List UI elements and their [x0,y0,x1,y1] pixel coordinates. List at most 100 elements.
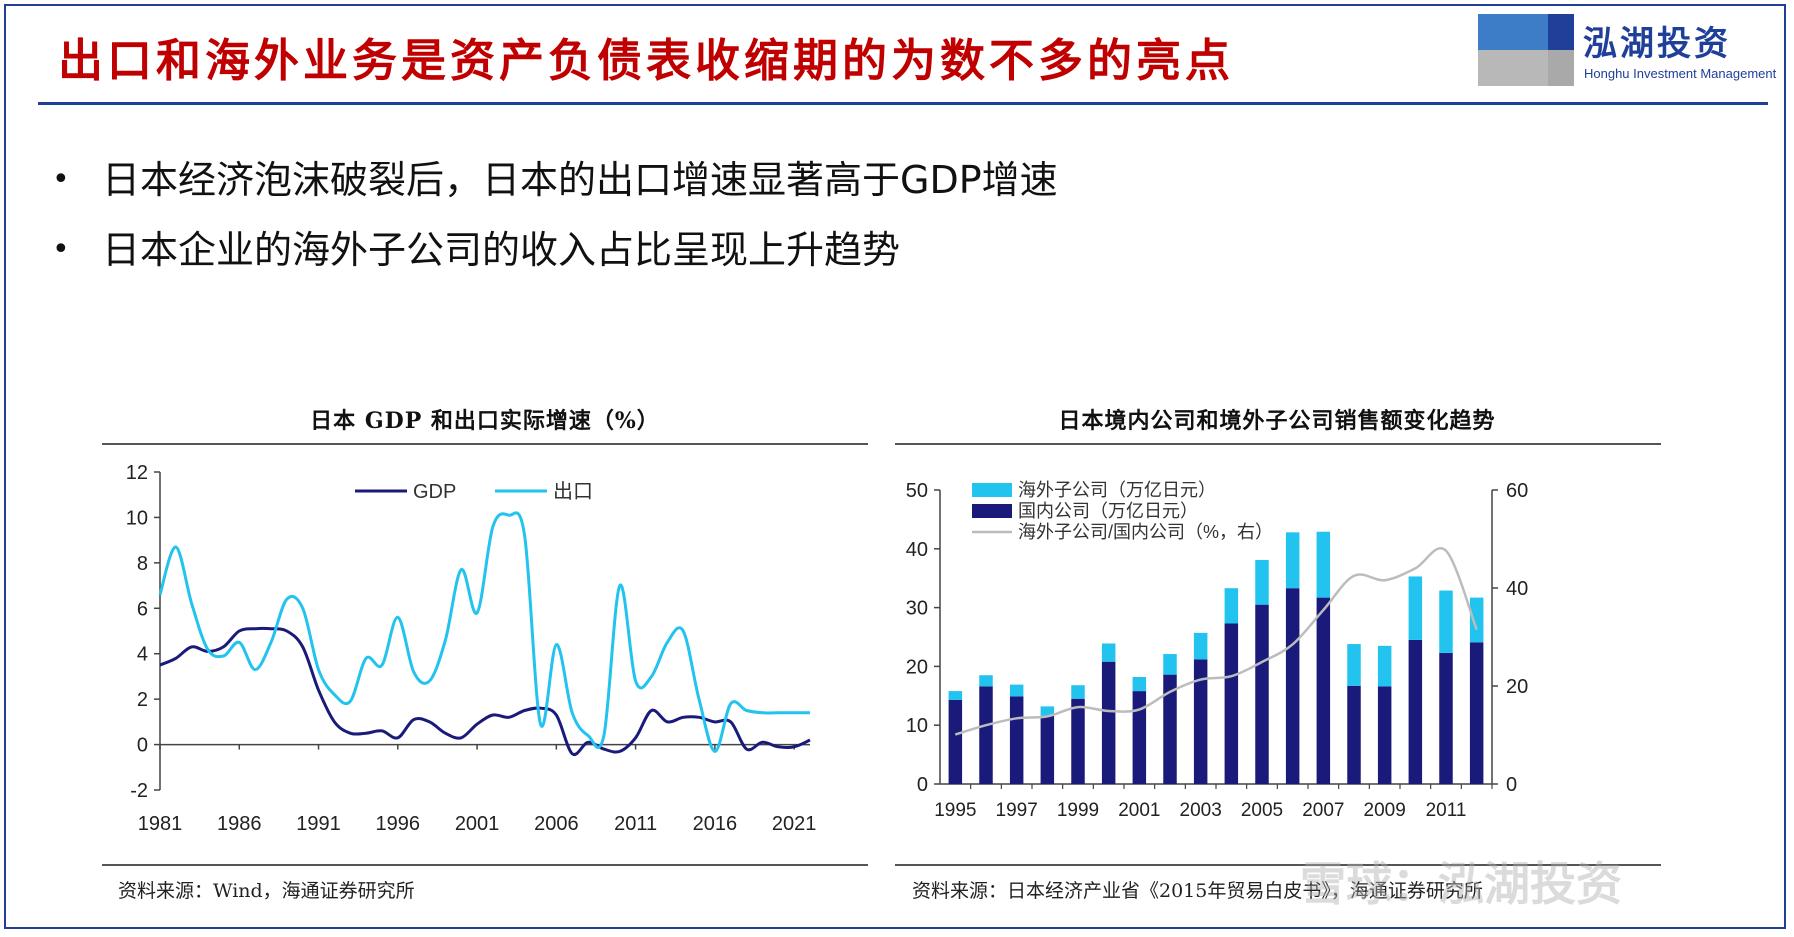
chart1-bottom-rule [102,864,868,866]
bar-domestic [1224,623,1239,784]
y-tick-label: 0 [137,735,148,757]
bar-overseas [1009,684,1024,697]
bar-domestic [1101,661,1116,784]
x-tick-label: 2001 [1118,800,1160,821]
bullet-text: 日本经济泡沫破裂后，日本的出口增速显著高于GDP增速 [102,158,1058,202]
left-tick-label: 40 [906,539,928,561]
x-tick-label: 1981 [138,813,183,835]
bar-domestic [1347,685,1361,784]
bar-domestic [1408,639,1423,784]
bullet-list: • 日本经济泡沫破裂后，日本的出口增速显著高于GDP增速 • 日本企业的海外子公司的… [52,150,1058,290]
chart1-title: 日本 GDP 和出口实际增速（%） [310,408,660,434]
logo-name: 泓湖投资 [1583,24,1731,64]
bar-overseas [979,675,993,687]
bar-overseas [1439,590,1453,653]
right-tick-label: 20 [1506,676,1528,698]
left-tick-label: 20 [906,656,928,678]
x-tick-label: 2006 [534,813,579,835]
bar-domestic [1132,691,1147,784]
bar-domestic [1009,696,1024,784]
bar-domestic [1377,686,1392,784]
left-tick-label: 0 [917,774,928,796]
x-tick-label: 2001 [455,813,500,835]
legend-swatch [972,483,1012,497]
x-tick-label: 2011 [614,813,657,835]
logo-tile [1478,50,1548,86]
bar-overseas [1285,532,1300,589]
bar-overseas [1193,632,1208,660]
legend-swatch [972,504,1012,518]
chart1-source: 资料来源：Wind，海通证券研究所 [118,880,415,902]
bullet-glyph: • [52,162,70,197]
bar-overseas [1408,576,1423,640]
chart1-top-rule [102,443,868,445]
company-logo: 泓湖投资 Honghu Investment Management [1478,14,1776,86]
bar-overseas [1255,559,1269,605]
legend-label: 海外子公司/国内公司（%，右） [1018,522,1273,542]
left-tick-label: 30 [906,598,928,620]
y-tick-label: 8 [137,553,148,575]
x-tick-label: 1996 [376,813,421,835]
bullet-item: • 日本企业的海外子公司的收入占比呈现上升趋势 [52,220,1058,290]
x-tick-label: 2005 [1241,800,1283,821]
bar-domestic [1285,588,1300,784]
y-tick-label: 10 [126,507,148,529]
bar-domestic [1316,597,1331,784]
x-tick-label: 2009 [1364,800,1406,821]
x-tick-label: 1995 [934,800,976,821]
bar-domestic [1163,674,1177,784]
bullet-text: 日本企业的海外子公司的收入占比呈现上升趋势 [102,228,901,272]
bar-overseas [1163,654,1177,675]
x-tick-label: 1991 [296,813,341,835]
slide-frame [4,4,1786,929]
bar-overseas [1469,597,1484,643]
bar-domestic [948,699,963,784]
logo-subtitle: Honghu Investment Management [1584,66,1777,81]
right-tick-label: 40 [1506,578,1528,600]
x-tick-label: 1986 [217,813,262,835]
x-tick-label: 2011 [1426,800,1467,821]
bar-domestic [1193,659,1208,784]
gdp-export-line-chart: 12 10 8 6 4 2 0 -2 1981 1986 1991 1996 2001 2006 2011 2… [126,462,817,835]
x-tick-label: 2016 [693,813,738,835]
right-tick-label: 0 [1506,774,1517,796]
bar-overseas [1347,644,1361,686]
chart2-source: 资料来源：日本经济产业省《2015年贸易白皮书》，海通证券研究所 [912,880,1483,902]
bar-overseas [1132,676,1147,692]
x-tick-label: 1997 [996,800,1038,821]
chart2-top-rule [895,443,1661,445]
bar-domestic [1469,642,1484,784]
chart2-bottom-rule [895,864,1661,866]
legend-label: 国内公司（万亿日元） [1018,501,1198,521]
left-tick-label: 10 [906,715,928,737]
legend-label: 出口 [553,480,593,503]
bar-overseas [1101,643,1116,662]
x-tick-label: 2003 [1180,800,1222,821]
y-tick-label: -2 [130,780,148,802]
bar-overseas [1071,685,1085,699]
bar-overseas [1377,645,1392,687]
bar-overseas [1224,588,1239,624]
title-rule [38,102,1768,105]
bar-domestic [1255,604,1269,784]
y-tick-label: 12 [126,462,148,484]
series-line-gdp [159,626,811,757]
y-tick-label: 4 [137,644,148,666]
left-tick-label: 50 [906,480,928,502]
sales-stacked-bar-chart: 50 40 30 20 10 0 60 40 20 0 1995 1997 1999 2001 2003 20… [906,480,1529,821]
right-tick-label: 60 [1506,480,1528,502]
logo-tile [1478,14,1548,50]
bar-overseas [1316,531,1331,598]
bullet-glyph: • [52,232,70,267]
x-tick-label: 2007 [1302,800,1344,821]
x-tick-label: 2021 [772,813,817,835]
ratio-line [954,547,1478,736]
series-line-export [158,511,810,753]
bar-overseas [1040,706,1055,716]
x-tick-label: 1999 [1057,800,1099,821]
bar-domestic [1040,715,1055,784]
bar-domestic [1439,652,1453,784]
slide-title: 出口和海外业务是资产负债表收缩期的为数不多的亮点 [58,34,1235,87]
watermark: 雪球：泓湖投资 [1300,857,1622,911]
y-tick-label: 6 [137,598,148,620]
